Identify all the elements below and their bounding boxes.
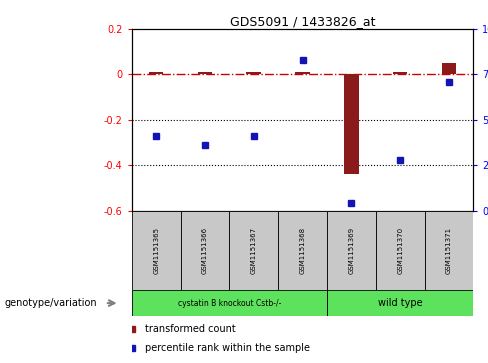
Text: percentile rank within the sample: percentile rank within the sample — [145, 343, 310, 354]
Text: transformed count: transformed count — [145, 323, 236, 334]
Text: GSM1151367: GSM1151367 — [251, 227, 257, 274]
Bar — [149, 72, 163, 74]
Bar — [376, 211, 425, 290]
Text: GSM1151365: GSM1151365 — [153, 227, 159, 274]
Bar — [132, 211, 181, 290]
Text: GSM1151368: GSM1151368 — [300, 227, 305, 274]
Bar — [295, 72, 310, 74]
Text: cystatin B knockout Cstb-/-: cystatin B knockout Cstb-/- — [178, 299, 281, 307]
Bar — [246, 72, 261, 74]
Text: GSM1151370: GSM1151370 — [397, 227, 403, 274]
Bar — [327, 211, 376, 290]
Text: GSM1151371: GSM1151371 — [446, 227, 452, 274]
Bar — [442, 63, 456, 74]
Bar — [229, 211, 278, 290]
Title: GDS5091 / 1433826_at: GDS5091 / 1433826_at — [230, 15, 375, 28]
Bar — [278, 211, 327, 290]
Bar — [393, 72, 407, 74]
Text: GSM1151366: GSM1151366 — [202, 227, 208, 274]
Text: GSM1151369: GSM1151369 — [348, 227, 354, 274]
Text: genotype/variation: genotype/variation — [5, 298, 98, 308]
Bar — [327, 290, 473, 316]
Bar — [132, 290, 327, 316]
Bar — [425, 211, 473, 290]
Text: wild type: wild type — [378, 298, 423, 308]
Bar — [181, 211, 229, 290]
Bar — [198, 72, 212, 74]
Bar — [344, 74, 359, 174]
